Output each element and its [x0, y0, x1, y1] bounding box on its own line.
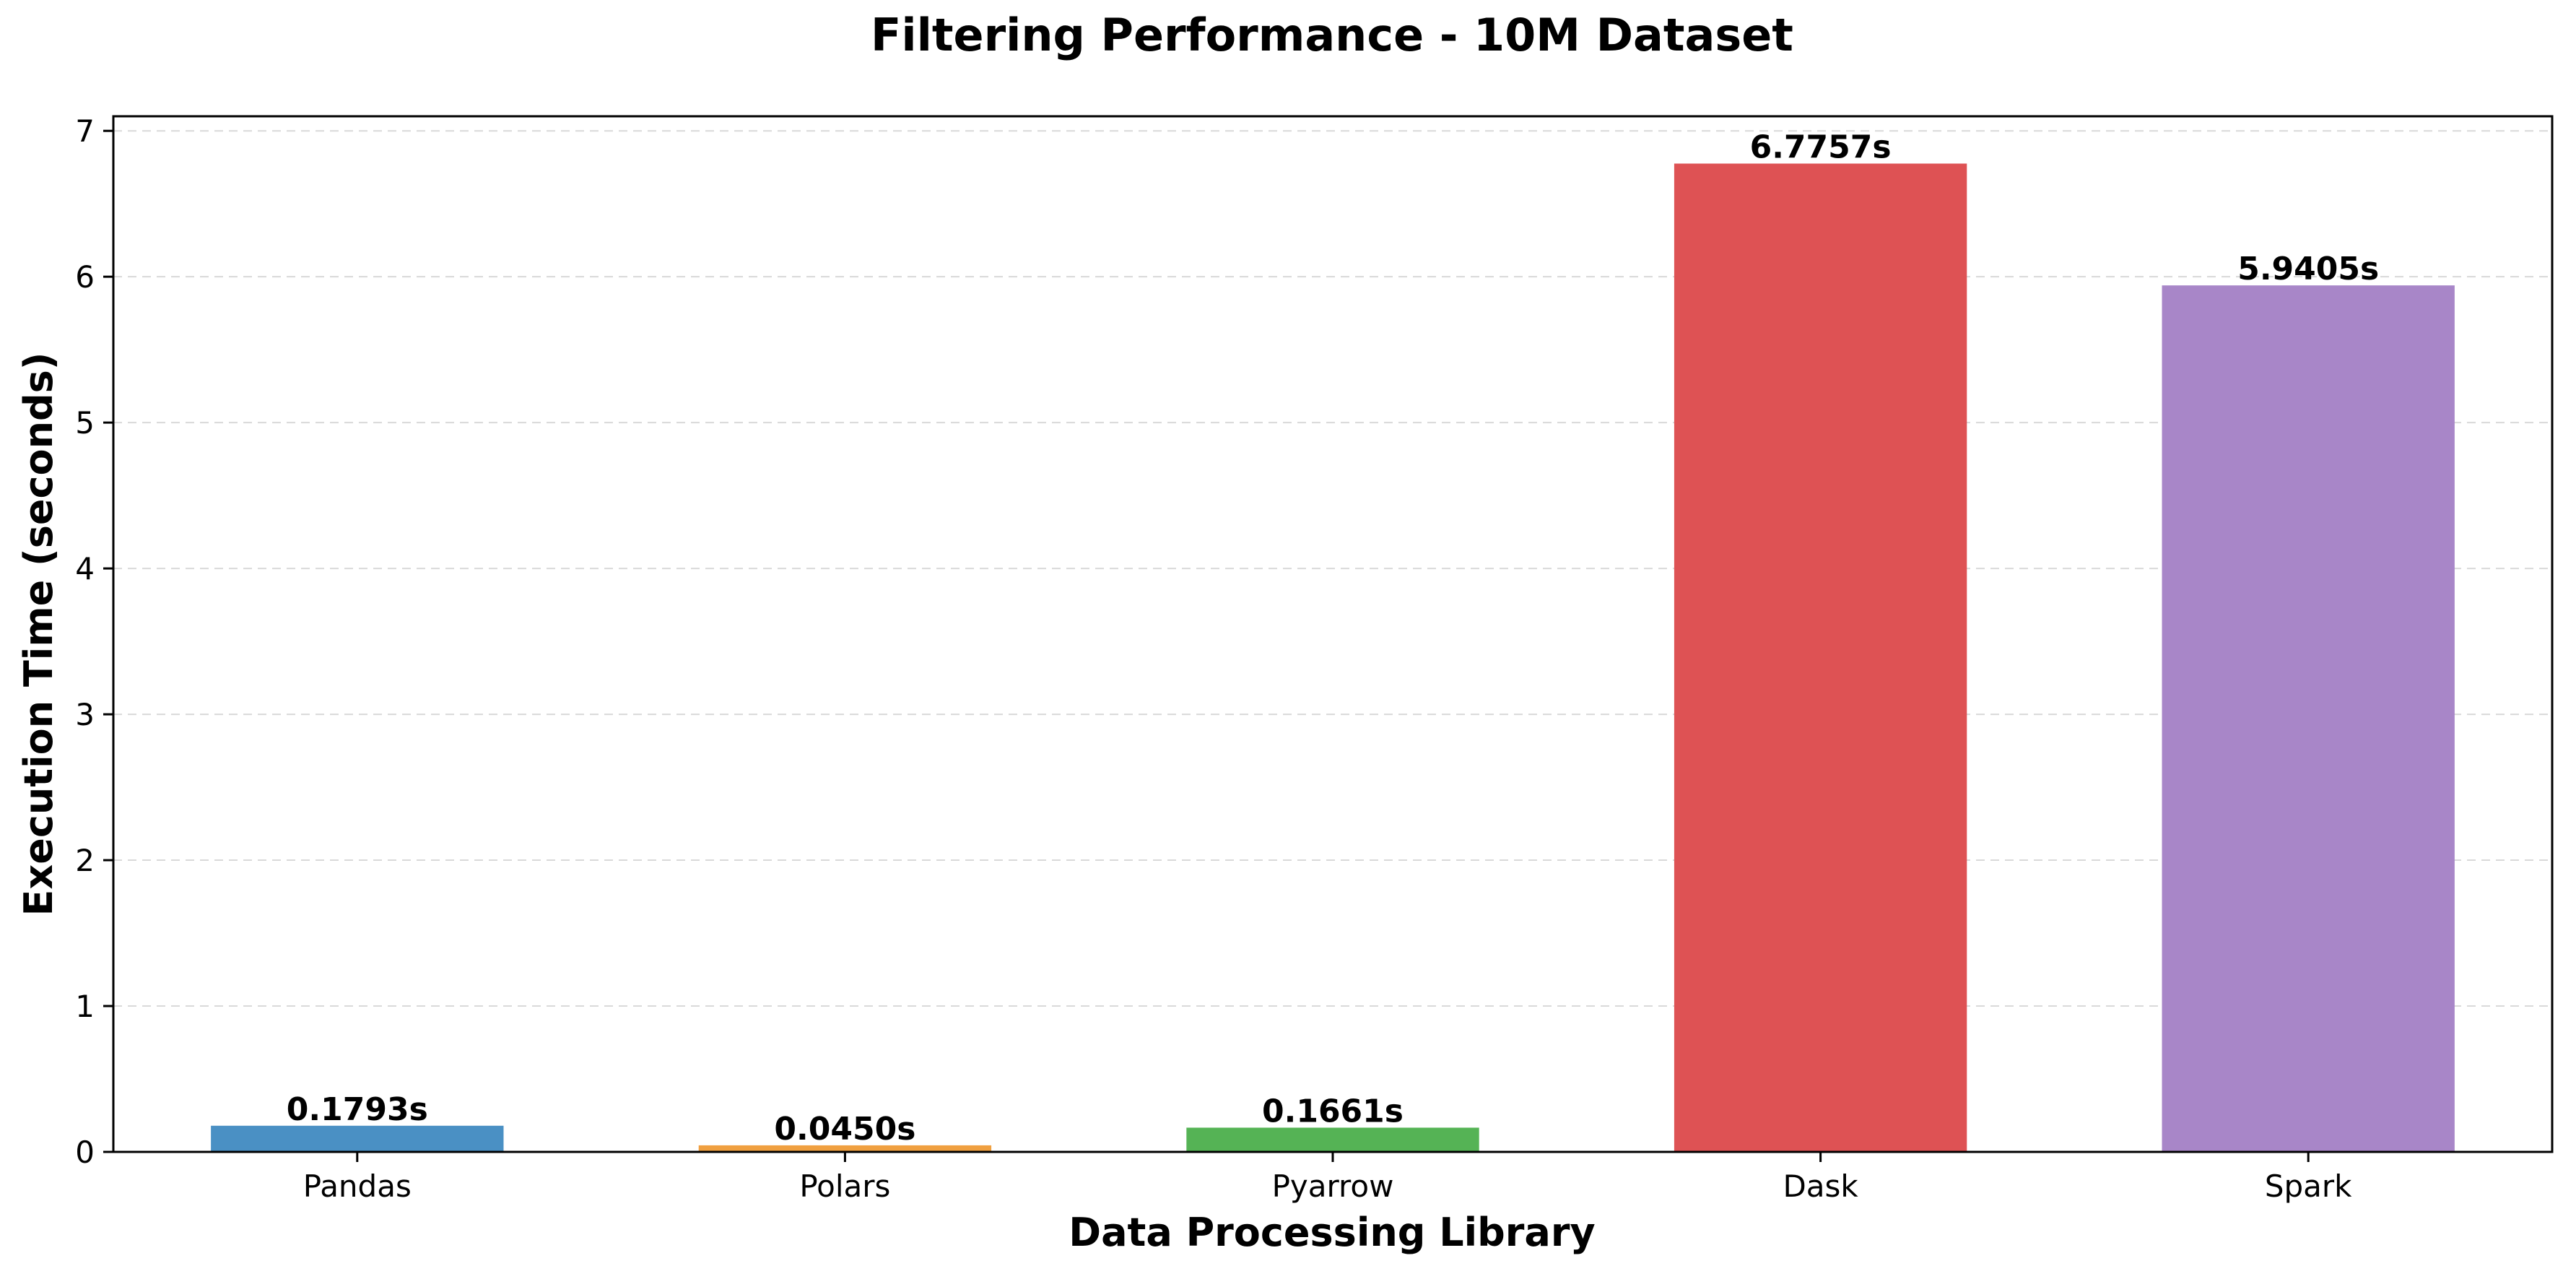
x-axis-ticks: Pandas Polars Pyarrow Dask Spark: [303, 1152, 2352, 1204]
bar-spark: [2162, 285, 2455, 1153]
value-label-spark: 5.9405s: [2237, 251, 2379, 287]
y-tick-label: 1: [75, 989, 95, 1024]
chart-title: Filtering Performance - 10M Dataset: [871, 9, 1793, 61]
bar-pyarrow: [1186, 1127, 1479, 1152]
y-tick-label: 4: [75, 551, 95, 586]
x-tick-label-polars: Polars: [799, 1169, 890, 1204]
y-axis-label: Execution Time (seconds): [16, 352, 61, 916]
x-tick-label-pandas: Pandas: [303, 1169, 412, 1204]
y-tick-label: 0: [75, 1135, 95, 1170]
x-axis-label: Data Processing Library: [1069, 1210, 1595, 1255]
y-tick-label: 7: [75, 113, 95, 149]
value-label-polars: 0.0450s: [774, 1111, 915, 1148]
x-tick-label-dask: Dask: [1783, 1169, 1858, 1204]
bar-pandas: [211, 1125, 504, 1152]
value-label-dask: 6.7757s: [1750, 129, 1892, 165]
bar-polars: [698, 1145, 992, 1152]
y-tick-label: 5: [75, 405, 95, 441]
bars: [211, 163, 2455, 1153]
y-axis-ticks: 0 1 2 3 4 5 6 7: [75, 113, 113, 1170]
x-tick-label-spark: Spark: [2265, 1169, 2352, 1204]
y-tick-label: 6: [75, 259, 95, 295]
value-label-pyarrow: 0.1661s: [1262, 1093, 1404, 1130]
grid-lines: [113, 130, 2552, 1007]
x-tick-label-pyarrow: Pyarrow: [1272, 1169, 1394, 1204]
value-label-pandas: 0.1793s: [287, 1091, 428, 1128]
bar-dask: [1674, 163, 1967, 1152]
y-tick-label: 3: [75, 697, 95, 732]
y-tick-label: 2: [75, 843, 95, 878]
value-labels: 0.1793s 0.0450s 0.1661s 6.7757s 5.9405s: [287, 129, 2379, 1147]
